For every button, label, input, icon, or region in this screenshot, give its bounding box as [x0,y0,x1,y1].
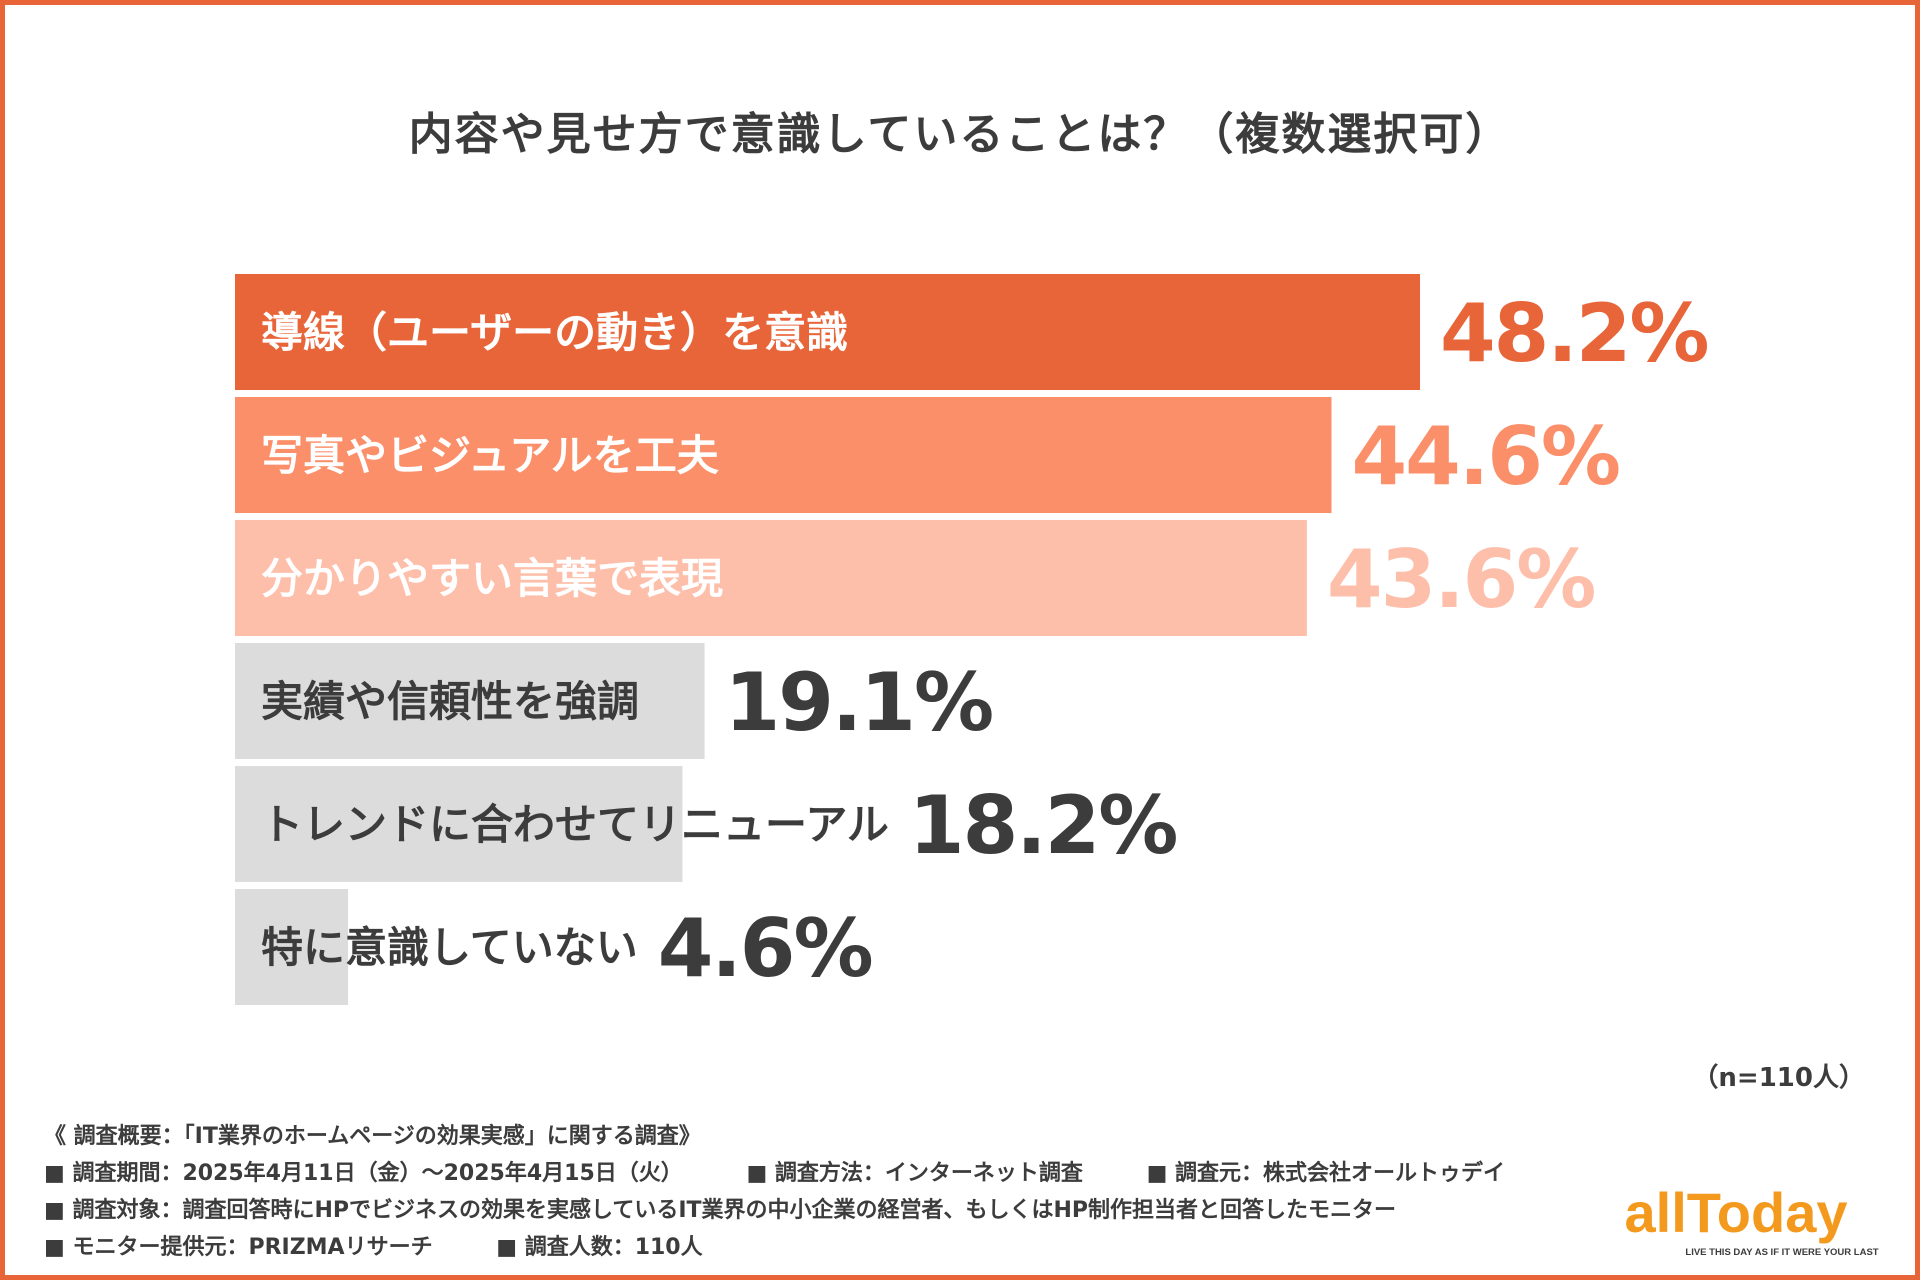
bar-3 [235,520,1307,636]
bar-chart: 導線（ユーザーの動き）を意識 48.2% 写真やビジュアルを工夫 44.6% 分かりやす… [235,274,1710,1005]
bar-value-label-3: 43.6% [1327,533,1595,626]
logo-wordmark: allToday [1624,1182,1847,1244]
bar-2 [235,397,1332,513]
bar-value-label-6: 4.6% [658,902,872,995]
survey-target: ■ 調査対象：調査回答時にHPでビジネスの効果を実感しているIT業界の中小企業の… [44,1198,1397,1223]
survey-method: ■ 調査方法：インターネット調査 [746,1161,1083,1186]
bar-value-label-1: 48.2% [1440,287,1708,380]
bar-category-label-2: 写真やビジュアルを工夫 [261,431,720,480]
survey-provider: ■ モニター提供元：PRIZMAリサーチ [44,1235,433,1260]
chart-title: 内容や見せ方で意識していることは？（複数選択可） [408,109,1512,160]
bar-value-label-4: 19.1% [725,656,993,749]
bar-category-label-3: 分かりやすい言葉で表現 [261,554,723,603]
survey-count: ■ 調査人数：110人 [496,1235,703,1260]
bar-4 [235,643,705,759]
survey-period: ■ 調査期間：2025年4月11日（金）〜2025年4月15日（火） [44,1161,683,1186]
survey-summary: 《 調査概要：「IT業界のホームページの効果実感」に関する調査》 [44,1124,701,1149]
bar-category-label-6: 特に意識していない [261,923,638,972]
survey-notes: 《 調査概要：「IT業界のホームページの効果実感」に関する調査》 ■ 調査期間：… [44,1118,1505,1266]
bar-1 [235,274,1420,390]
sample-size-note: （n=110人） [1692,1063,1865,1093]
bar-category-label-5: トレンドに合わせてリニューアル [261,800,889,849]
bar-value-label-5: 18.2% [909,779,1177,872]
bar-5 [235,766,683,882]
alltoday-logo: allToday LIVE THIS DAY AS IF IT WERE YOU… [1624,1182,1878,1258]
bar-category-label-1: 導線（ユーザーの動き）を意識 [261,308,848,357]
survey-source: ■ 調査元：株式会社オールトゥデイ [1146,1161,1506,1186]
bar-value-label-2: 44.6% [1351,410,1619,503]
logo-tagline: LIVE THIS DAY AS IF IT WERE YOUR LAST [1685,1247,1878,1258]
bar-category-label-4: 実績や信頼性を強調 [261,677,639,726]
bar-6 [235,889,349,1005]
